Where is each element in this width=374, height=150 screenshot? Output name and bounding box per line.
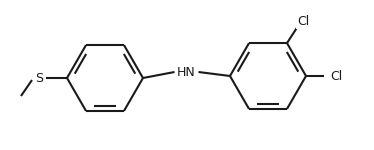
Text: HN: HN: [177, 66, 196, 78]
Text: S: S: [35, 72, 43, 84]
Text: Cl: Cl: [330, 69, 342, 82]
Text: Cl: Cl: [297, 15, 309, 28]
